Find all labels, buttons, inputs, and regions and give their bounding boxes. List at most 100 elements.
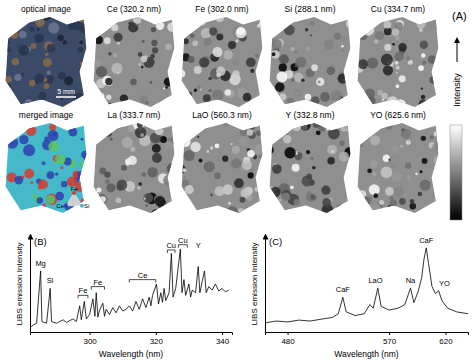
texture-spot bbox=[177, 165, 186, 174]
image-panel: YO (625.6 nm) bbox=[355, 110, 444, 218]
texture-spot bbox=[257, 24, 261, 28]
spectrum-line bbox=[30, 249, 229, 328]
texture-spot bbox=[180, 137, 190, 147]
texture-spot bbox=[78, 47, 83, 52]
texture-spot bbox=[237, 27, 245, 35]
x-tick-mark bbox=[156, 332, 157, 335]
texture-spot bbox=[12, 22, 14, 24]
texture-spot bbox=[43, 58, 52, 67]
texture-spot bbox=[240, 128, 247, 135]
texture-spot bbox=[140, 14, 143, 17]
texture-spot bbox=[212, 90, 223, 101]
y-axis-title: LIBS emission Intensity bbox=[15, 242, 24, 325]
texture-spot bbox=[386, 205, 396, 215]
texture-spot bbox=[410, 203, 417, 210]
texture-spot bbox=[247, 195, 253, 201]
sample-image bbox=[270, 123, 351, 213]
texture-spot bbox=[247, 150, 254, 157]
texture-spot bbox=[143, 179, 155, 191]
annotation-label: Fe bbox=[94, 278, 103, 287]
texture-spot bbox=[294, 120, 298, 124]
texture-spot bbox=[429, 76, 437, 84]
texture-spot bbox=[419, 99, 428, 108]
texture-spot bbox=[301, 124, 308, 131]
texture-spot bbox=[425, 11, 434, 20]
texture-spot bbox=[331, 150, 333, 152]
texture-spot bbox=[163, 121, 165, 123]
texture-spot bbox=[272, 52, 276, 56]
texture-spot bbox=[5, 76, 12, 83]
texture-spot bbox=[63, 40, 67, 44]
texture-spot bbox=[91, 97, 102, 108]
texture-spot bbox=[209, 27, 217, 35]
texture-spot bbox=[106, 95, 111, 100]
texture-spot bbox=[216, 33, 223, 40]
texture-spot bbox=[310, 194, 315, 199]
texture-spot bbox=[208, 77, 212, 81]
texture-spot bbox=[311, 64, 318, 71]
image-title: Cu (334.7 nm) bbox=[371, 4, 425, 14]
texture-spot bbox=[16, 128, 20, 132]
image-panel: Fe (302.0 nm) bbox=[177, 4, 269, 113]
image-title: Ce (320.2 nm) bbox=[107, 4, 161, 14]
texture-spot bbox=[8, 202, 14, 208]
texture-spot bbox=[265, 146, 274, 155]
texture-spot bbox=[406, 140, 411, 145]
texture-spot bbox=[343, 120, 352, 129]
texture-spot bbox=[370, 160, 377, 167]
x-axis-title: Wavelength (nm) bbox=[99, 349, 164, 359]
texture-spot bbox=[391, 146, 399, 154]
texture-spot bbox=[418, 192, 423, 197]
texture-spot bbox=[210, 194, 213, 197]
texture-spot bbox=[326, 15, 331, 20]
annotation-label: LaO bbox=[368, 276, 382, 285]
texture-spot bbox=[418, 65, 424, 71]
texture-spot bbox=[146, 205, 148, 207]
texture-spot bbox=[300, 120, 311, 131]
annotation-label: Cu bbox=[166, 241, 176, 250]
texture-spot bbox=[390, 199, 397, 206]
texture-spot bbox=[361, 144, 364, 147]
image-title: Fe (302.0 nm) bbox=[195, 4, 249, 14]
image-texture bbox=[1, 10, 91, 114]
image-texture bbox=[265, 10, 354, 105]
texture-spot bbox=[341, 45, 344, 48]
texture-spot bbox=[228, 13, 233, 18]
texture-spot bbox=[168, 181, 171, 184]
texture-spot bbox=[324, 40, 334, 50]
texture-spot bbox=[236, 40, 239, 43]
texture-spot bbox=[197, 18, 200, 21]
texture-spot bbox=[137, 186, 140, 189]
texture-spot bbox=[137, 122, 143, 128]
texture-spot bbox=[113, 53, 117, 57]
texture-spot bbox=[224, 89, 230, 95]
sample-image bbox=[182, 123, 263, 213]
x-tick-label: 320 bbox=[150, 337, 164, 346]
texture-spot bbox=[249, 121, 254, 126]
texture-spot bbox=[38, 179, 48, 189]
texture-spot bbox=[234, 178, 244, 188]
texture-spot bbox=[223, 50, 232, 59]
texture-spot bbox=[158, 100, 167, 109]
texture-spot bbox=[44, 83, 50, 89]
texture-spot bbox=[80, 138, 83, 141]
texture-spot bbox=[55, 192, 64, 201]
texture-spot bbox=[165, 141, 173, 149]
texture-spot bbox=[215, 186, 225, 196]
texture-spot bbox=[276, 123, 280, 127]
colorbar-arrow bbox=[457, 40, 458, 62]
texture-spot bbox=[167, 163, 179, 175]
texture-spot bbox=[348, 192, 354, 198]
texture-spot bbox=[19, 31, 27, 39]
texture-spot bbox=[310, 157, 313, 160]
texture-spot bbox=[197, 85, 201, 89]
texture-spot bbox=[2, 83, 10, 91]
texture-spot bbox=[95, 36, 103, 44]
sample-image bbox=[358, 17, 439, 107]
texture-spot bbox=[339, 152, 349, 162]
texture-spot bbox=[360, 136, 366, 142]
texture-spot bbox=[396, 72, 398, 74]
texture-spot bbox=[12, 58, 20, 66]
texture-spot bbox=[407, 141, 409, 143]
texture-spot bbox=[284, 24, 295, 35]
